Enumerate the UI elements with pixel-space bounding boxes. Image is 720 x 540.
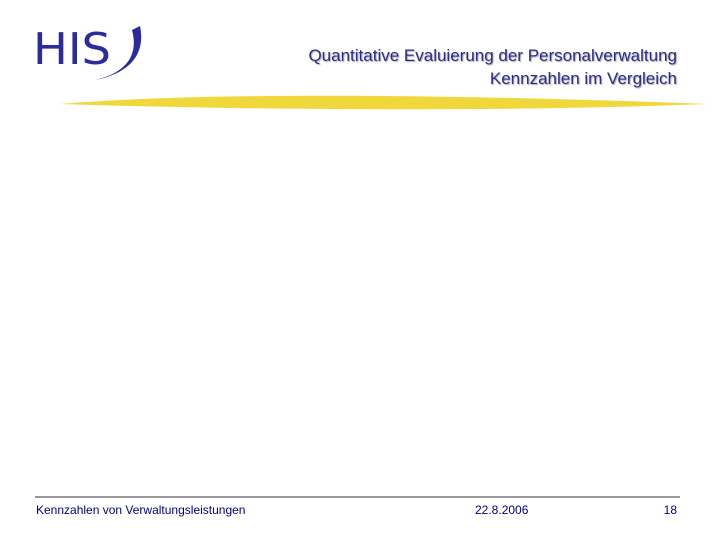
footer-page: 18 bbox=[663, 503, 677, 517]
title-line: Kennzahlen im Vergleich bbox=[489, 69, 677, 88]
footer-date: 22.8.2006 bbox=[475, 503, 529, 517]
header-stroke bbox=[60, 95, 708, 110]
title-line: Quantitative Evaluierung der Personalver… bbox=[308, 46, 677, 65]
footer-left: Kennzahlen von Verwaltungsleistungen bbox=[36, 503, 246, 517]
title: Quantitative Evaluierung der Personalver… bbox=[308, 44, 677, 90]
logo-swoosh bbox=[95, 26, 142, 80]
logo: HIS bbox=[33, 24, 111, 75]
